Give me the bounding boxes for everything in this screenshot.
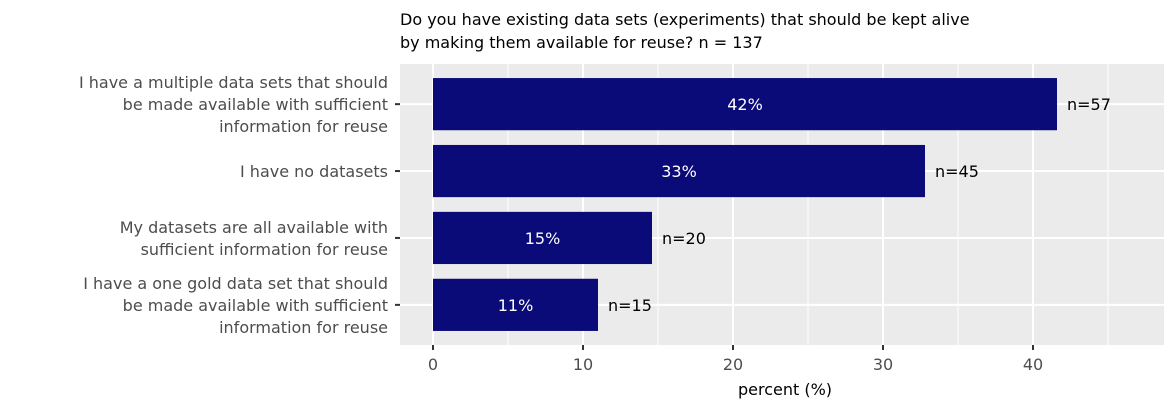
bar-count-label: n=57 <box>1067 95 1111 114</box>
bar <box>433 211 652 265</box>
chart-title-line-2: by making them available for reuse? n = … <box>400 33 763 52</box>
category-label-line: I have a one gold data set that should <box>83 274 388 293</box>
category-label-line: be made available with sufficient <box>123 296 388 315</box>
bar-count-label: n=15 <box>608 296 652 315</box>
bar <box>433 78 1057 131</box>
category-labels: I have a multiple data sets that should b… <box>79 73 400 337</box>
bar-count-label: n=20 <box>662 229 706 248</box>
bar <box>433 144 925 198</box>
x-tick-label: 10 <box>573 355 593 374</box>
x-axis-ticks: 0 10 20 30 40 <box>428 345 1043 374</box>
category-label-line: information for reuse <box>219 117 388 136</box>
category-label-line: be made available with sufficient <box>123 95 388 114</box>
category-label-line: sufficient information for reuse <box>141 240 388 259</box>
bars-group: 42% n=57 33% n=45 15% n=20 11% n=15 <box>433 78 1111 331</box>
x-tick-label: 0 <box>428 355 438 374</box>
x-tick-label: 30 <box>873 355 893 374</box>
bar-percent-label: 33% <box>661 162 697 181</box>
x-tick-label: 40 <box>1023 355 1043 374</box>
category-label-line: information for reuse <box>219 318 388 337</box>
bar-percent-label: 11% <box>498 296 534 315</box>
category-label-line: I have no datasets <box>240 162 388 181</box>
category-label-line: My datasets are all available with <box>120 218 388 237</box>
bar <box>433 278 598 331</box>
x-axis-label: percent (%) <box>738 380 832 399</box>
category-label-line: I have a multiple data sets that should <box>79 73 388 92</box>
bar-count-label: n=45 <box>935 162 979 181</box>
bar-percent-label: 42% <box>727 95 763 114</box>
bar-percent-label: 15% <box>525 229 561 248</box>
chart-title-line-1: Do you have existing data sets (experime… <box>400 10 970 29</box>
x-tick-label: 20 <box>723 355 743 374</box>
